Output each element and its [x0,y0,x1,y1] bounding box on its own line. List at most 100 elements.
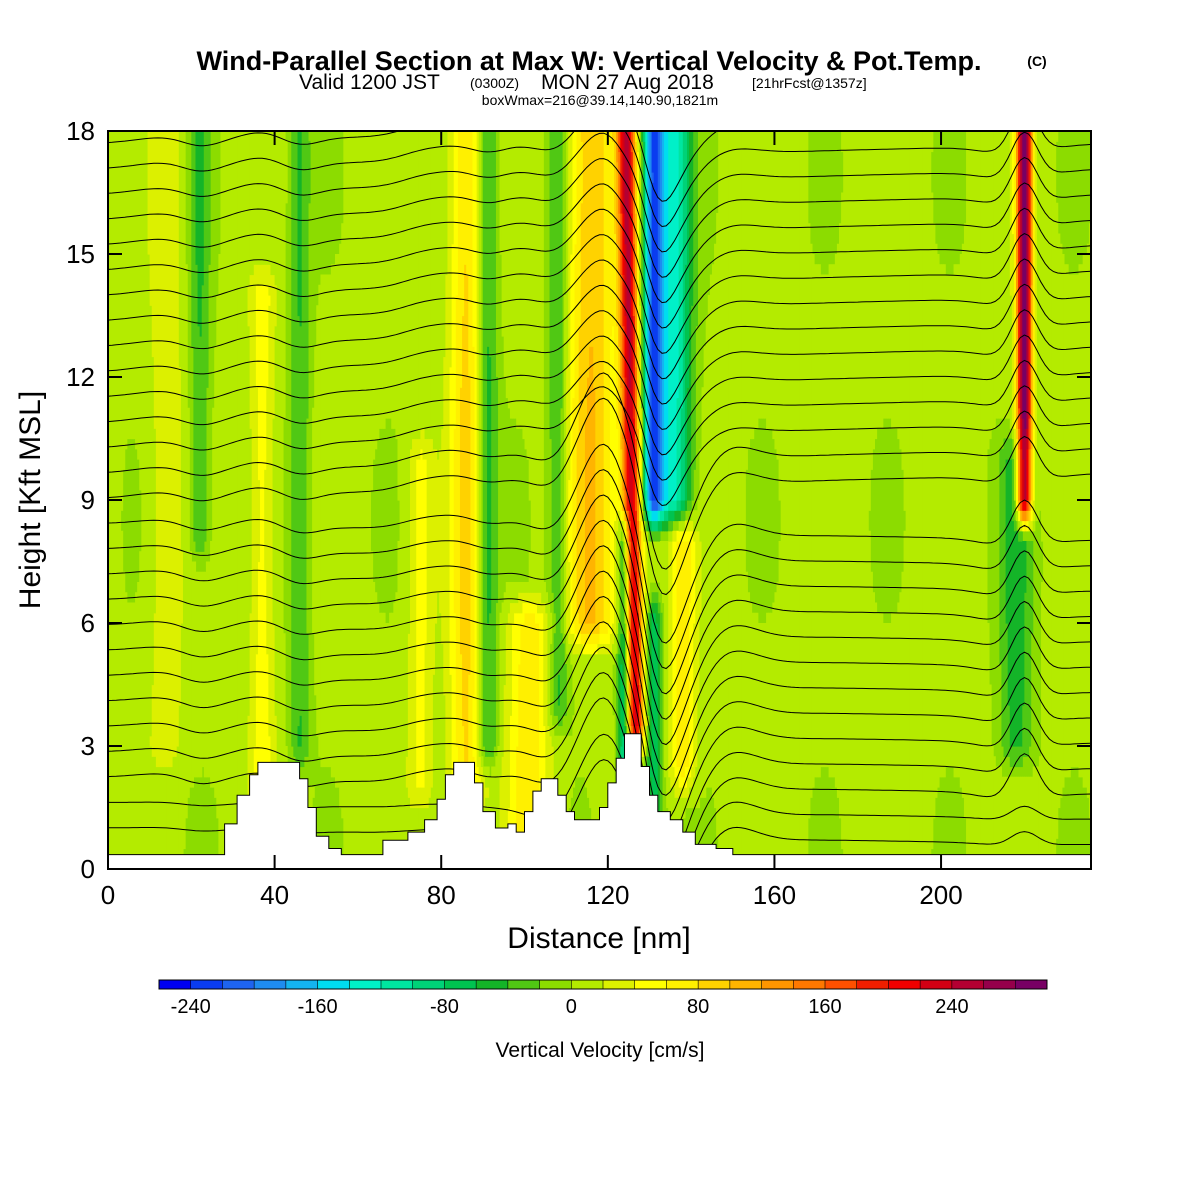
velocity-cell [897,131,900,440]
velocity-cell [614,366,617,522]
velocity-cell [416,438,419,460]
velocity-cell [1043,131,1046,869]
velocity-cell [1086,243,1090,798]
velocity-cell [509,602,513,716]
velocity-cell [268,305,272,737]
velocity-cell [670,520,673,532]
velocity-cell [1005,438,1009,460]
velocity-cell [253,131,257,265]
velocity-cell [264,131,267,265]
y-tick-label: 12 [66,362,95,392]
velocity-cell [909,131,913,869]
velocity-cell [530,131,534,593]
velocity-cell [466,131,469,276]
velocity-cell [689,787,692,809]
velocity-cell [570,643,574,665]
velocity-cell [255,387,259,655]
velocity-cell [524,582,528,593]
velocity-cell [282,633,286,869]
colorbar-swatch [698,980,731,989]
velocity-cell [449,366,453,675]
velocity-cell [432,674,436,829]
velocity-cell [505,582,509,624]
velocity-cell [416,131,419,440]
velocity-cell [874,131,878,440]
velocity-cell [224,131,228,869]
velocity-cell [528,551,532,593]
velocity-cell [580,653,584,778]
velocity-cell [1013,530,1017,747]
velocity-cell [1020,131,1023,419]
velocity-cell [888,623,892,869]
velocity-cell [489,612,492,757]
velocity-cell [686,131,690,388]
velocity-cell [378,612,382,869]
velocity-cell [414,438,417,809]
velocity-cell [503,131,507,378]
velocity-cell [1082,254,1086,788]
velocity-cell [657,612,661,829]
velocity-cell [145,131,149,869]
velocity-cell [961,243,965,798]
velocity-cell [634,284,638,368]
velocity-cell [170,131,174,768]
velocity-cell [1041,582,1044,869]
velocity-cell [539,612,542,850]
velocity-cell [1078,264,1082,778]
velocity-cell [126,131,130,440]
velocity-cell [310,787,313,809]
velocity-cell [651,530,655,542]
velocity-cell [139,131,142,491]
velocity-cell [874,602,878,869]
velocity-cell [653,500,657,511]
velocity-cell [589,623,592,634]
velocity-cell [780,131,784,869]
velocity-cell [678,787,682,798]
velocity-cell [1022,418,1025,440]
velocity-cell [645,592,648,624]
velocity-cell [676,776,680,798]
velocity-cell [630,541,634,665]
velocity-cell [1011,746,1015,768]
velocity-cell [280,131,284,869]
box-max-label: boxWmax=216@39.14,140.90,1821m [482,92,718,108]
velocity-cell [622,131,626,214]
velocity-cell [528,612,532,850]
velocity-cell [880,612,884,869]
velocity-cell [399,131,403,869]
velocity-cell [491,131,494,757]
velocity-cell [1030,510,1034,522]
velocity-cell [618,274,621,347]
colorbar-swatch [349,980,382,989]
velocity-cell [299,325,303,716]
isentrope-line [108,258,1091,380]
valid-date-label: MON 27 Aug 2018 [541,71,714,94]
velocity-cell [595,633,599,645]
velocity-cell [595,131,599,634]
velocity-cell [174,131,178,757]
isentrope-line [108,621,1091,822]
velocity-cell [445,274,449,778]
velocity-cell [122,131,126,470]
velocity-cell [1007,131,1011,419]
velocity-cell [207,561,211,778]
velocity-cell [255,653,259,819]
velocity-cell [1028,418,1032,450]
colorbar-swatch [1015,980,1048,989]
velocity-cell [1066,264,1069,778]
velocity-cell [303,131,307,757]
velocity-cell [382,612,386,869]
utc-time-label: (0300Z) [470,75,519,91]
velocity-cell [130,131,134,440]
velocity-cell [639,561,642,634]
velocity-cell [257,561,261,819]
velocity-cell [868,131,871,511]
velocity-cell [1028,500,1032,511]
velocity-cell [578,633,582,645]
velocity-cell [272,131,276,276]
velocity-cell [126,602,130,869]
velocity-cell [139,551,142,869]
velocity-cell [378,131,382,429]
velocity-cell [599,623,603,634]
velocity-cell [620,274,624,327]
